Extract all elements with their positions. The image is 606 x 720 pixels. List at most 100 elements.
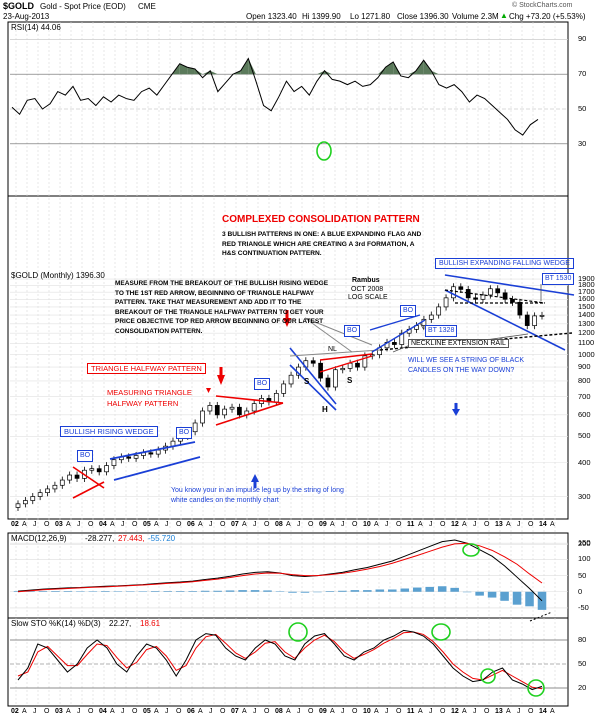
macd-hist-bar — [250, 590, 260, 592]
price-candle — [495, 288, 501, 294]
bullish-expanding-label: BULLISH EXPANDING FALLING WEDGE — [435, 258, 574, 269]
macd-hist-bar — [188, 591, 197, 592]
price-tick: 1100 — [578, 338, 595, 348]
macd-hist-bar — [113, 591, 123, 592]
chart-name: Gold - Spot Price (EOD) — [40, 2, 126, 11]
sto-green-circle-1 — [288, 622, 308, 642]
red-triangle-lower-2 — [215, 402, 284, 426]
x-label-price: A — [330, 521, 335, 528]
price-candle — [148, 452, 154, 455]
measure-text: MEASURE FROM THE BREAKOUT OF THE BULLISH… — [115, 280, 329, 335]
price-candle — [333, 369, 338, 388]
macd-hist-bar — [101, 591, 110, 592]
x-label-price: A — [22, 521, 27, 528]
macd-hist-bar — [88, 591, 98, 592]
price-candle — [273, 393, 279, 403]
price-candle — [451, 286, 456, 299]
neckline-label: NECKLINE EXTENSION RAIL — [408, 339, 509, 348]
x-label-price: 06 — [187, 521, 195, 528]
x-label-price: J — [385, 521, 389, 528]
x-label-price: J — [429, 521, 433, 528]
macd-tick: 0 — [578, 586, 583, 596]
blue-wedge-upper — [109, 441, 196, 460]
price-tick: 600 — [578, 409, 591, 419]
macd-signal-line — [17, 542, 543, 593]
macd-hist-bar — [76, 591, 85, 592]
macd-hist-bar — [138, 591, 148, 592]
header-open: Open 1323.40 — [246, 12, 297, 21]
sto-d-line — [17, 631, 543, 690]
price-candle — [23, 500, 28, 505]
oct2008-label: OCT 2008 — [351, 286, 384, 293]
macd-v1: -28.277, — [85, 534, 115, 543]
x-label-price: A — [154, 521, 159, 528]
x-label-bottom: A — [242, 708, 247, 715]
impulse-label: You know your in an impulse leg up by th… — [171, 487, 344, 504]
x-label-bottom: A — [506, 708, 511, 715]
sto-v2: 18.61 — [140, 619, 161, 628]
macd-hist-bar — [63, 591, 73, 592]
red-triangle-lower-1 — [72, 481, 105, 499]
x-label-bottom: J — [385, 708, 389, 715]
price-candle — [502, 292, 508, 300]
hs-left-shoulder: S — [304, 377, 310, 386]
price-candle — [362, 355, 368, 368]
chart-symbol: $GOLD — [3, 1, 35, 11]
gray-fan-1 — [304, 317, 373, 346]
x-label-bottom: J — [165, 708, 169, 715]
macd-layer — [13, 539, 547, 610]
price-candle — [52, 484, 58, 490]
x-label-price: J — [165, 521, 169, 528]
x-label-price: A — [242, 521, 247, 528]
price-candle — [532, 315, 537, 326]
bt1328-pointer — [419, 322, 425, 331]
price-candle — [214, 405, 220, 416]
logscale-label: LOG SCALE — [348, 294, 388, 301]
hs-right-shoulder: S — [347, 376, 353, 385]
price-candle — [318, 362, 323, 379]
x-label-price: O — [176, 521, 182, 528]
rsi-line — [11, 57, 539, 136]
macd-hist-bar — [225, 590, 235, 592]
red-triangle-3-lower — [319, 355, 373, 373]
bt1530-box: BT 1530 — [542, 273, 575, 285]
chart-date: 23-Aug-2013 — [3, 12, 50, 21]
x-label-price: J — [341, 521, 345, 528]
x-label-price: O — [528, 521, 534, 528]
rsi-label: RSI(14) 44.06 — [11, 23, 61, 32]
price-candle — [392, 342, 397, 345]
macd-hist-bar — [288, 591, 297, 593]
x-label-bottom: A — [66, 708, 71, 715]
x-label-bottom: A — [198, 708, 203, 715]
macd-hist-bar — [475, 591, 484, 596]
price-candle — [465, 289, 471, 299]
x-label-price: J — [33, 521, 37, 528]
sto-green-circle-2 — [431, 623, 451, 641]
bullish-rising-wedge-label: BULLISH RISING WEDGE — [60, 426, 158, 437]
x-label-price: O — [220, 521, 226, 528]
hs-head: H — [322, 405, 328, 414]
neckline-nl: NL — [328, 346, 337, 353]
rambus-label: Rambus — [352, 277, 380, 284]
bo-box-5: BO — [400, 305, 417, 317]
price-candle — [510, 298, 515, 303]
macd-hist-bar — [213, 590, 222, 592]
macd-hist-bar — [38, 591, 48, 592]
green-circles — [288, 141, 545, 697]
macd-tick: 50 — [578, 570, 587, 580]
x-label-price: J — [121, 521, 125, 528]
price-candle — [89, 468, 95, 471]
price-candle — [237, 406, 242, 416]
x-label-price: O — [396, 521, 402, 528]
header-volume: Volume 2.3M — [452, 12, 499, 21]
macd-hist-bar — [412, 587, 422, 592]
price-candle — [155, 449, 161, 455]
price-candle — [59, 479, 65, 486]
price-tick: 700 — [578, 391, 591, 401]
x-label-price: A — [198, 521, 203, 528]
arrows — [206, 310, 460, 488]
price-tick: 200 — [578, 539, 591, 549]
x-label-price: J — [473, 521, 477, 528]
x-label-bottom: 04 — [99, 708, 107, 715]
watermark: © StockCharts.com — [512, 2, 573, 9]
